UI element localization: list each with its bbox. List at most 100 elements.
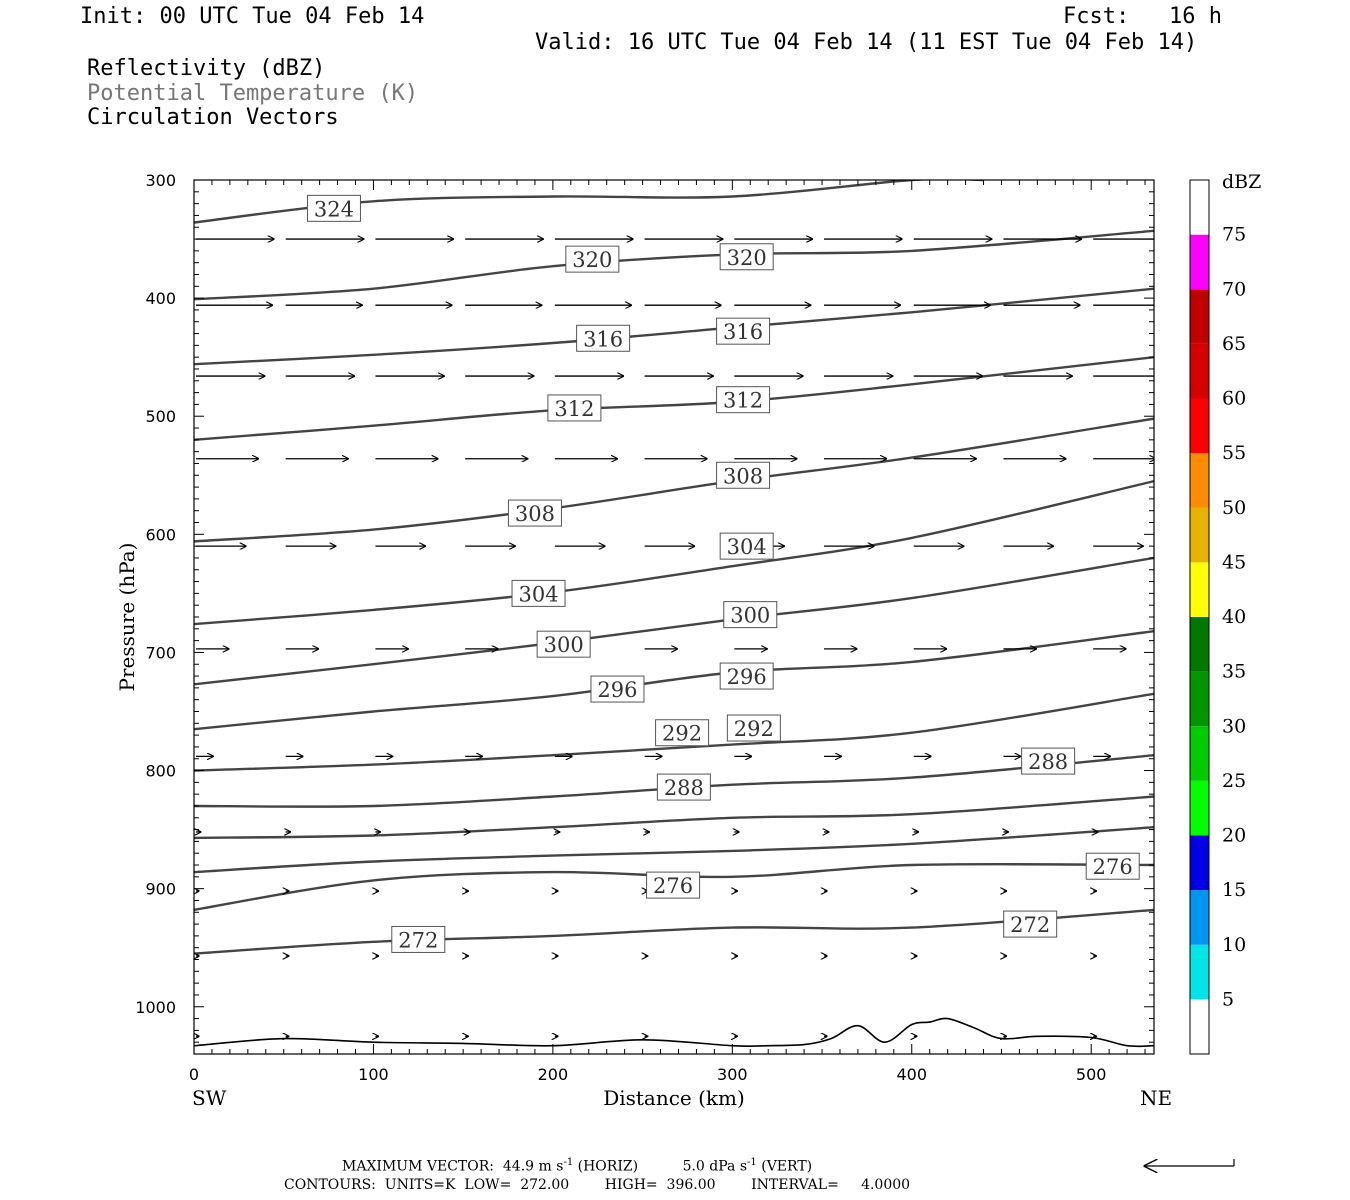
colorbar-label: 20 (1222, 825, 1246, 847)
y-tick-label: 500 (145, 407, 176, 426)
contour-label-box (391, 925, 446, 953)
contour-label-box (716, 461, 771, 489)
field-potential-temperature: Potential Temperature (K) (87, 81, 419, 106)
colorbar-bin (1190, 343, 1209, 399)
colorbar-bin (1190, 234, 1209, 290)
colorbar-label: 60 (1222, 388, 1246, 410)
contour-label-box (565, 245, 620, 273)
contour-label-box (656, 773, 711, 801)
contour-label-box (719, 243, 774, 271)
contour-label-box (511, 579, 566, 607)
theta-contour-292 (194, 692, 1154, 772)
x-end-label-left: SW (192, 1086, 227, 1110)
contour-label-276: 276 (1093, 855, 1133, 879)
colorbar-bin (1190, 180, 1209, 235)
colorbar-bin (1190, 617, 1209, 672)
contour-label-316: 316 (583, 327, 623, 351)
field-reflectivity: Reflectivity (dBZ) (87, 56, 326, 81)
contour-label-304: 304 (518, 582, 558, 606)
colorbar-label: 65 (1222, 333, 1246, 355)
y-tick-label: 1000 (135, 998, 176, 1017)
contour-label-296: 296 (727, 665, 767, 689)
colorbar-label: 30 (1222, 715, 1246, 737)
contour-label-box (1021, 747, 1076, 775)
contour-label-box (716, 317, 771, 345)
contour-label-box (507, 499, 562, 527)
theta-contour-280 (194, 826, 1154, 874)
contour-label-box (716, 386, 771, 414)
contour-label-320: 320 (572, 248, 612, 272)
horiz-vector-value: 44.9 m s (502, 1158, 564, 1175)
contour-label-box (576, 324, 631, 352)
theta-contour-288 (194, 754, 1154, 808)
colorbar-label: 50 (1222, 497, 1246, 519)
colorbar-title: dBZ (1222, 171, 1261, 193)
plot-area (194, 180, 1154, 1048)
theta-contour-284 (194, 795, 1154, 840)
colorbar-frame (1189, 179, 1210, 1055)
contour-label-276: 276 (653, 874, 693, 898)
y-tick-label: 900 (145, 880, 176, 899)
maximum-vector-info: MAXIMUM VECTOR: 44.9 m s-1 (HORIZ) 5.0 d… (342, 1157, 812, 1175)
colorbar-bin (1190, 835, 1209, 891)
colorbar-label: 70 (1222, 278, 1246, 300)
y-tick-label: 400 (145, 289, 176, 308)
theta-contour-312 (194, 356, 1154, 441)
contour-label-308: 308 (723, 464, 763, 488)
colorbar-bin (1190, 671, 1209, 727)
theta-contour-308 (194, 417, 1154, 543)
contour-label-box (723, 601, 778, 629)
contour-label-316: 316 (723, 320, 763, 344)
x-tick-label: 300 (717, 1065, 748, 1084)
contour-label-box (590, 675, 645, 703)
contour-label-308: 308 (515, 502, 555, 526)
y-axis-title: Pressure (hPa) (115, 543, 139, 692)
contour-label-box (719, 662, 774, 690)
max-vector-label: MAXIMUM VECTOR: (342, 1158, 494, 1175)
colorbar-bin (1190, 562, 1209, 617)
colorbar-label: 5 (1222, 988, 1234, 1010)
contour-label-288: 288 (664, 776, 704, 800)
colorbar-label: 40 (1222, 606, 1246, 628)
vert-label: (VERT) (761, 1158, 813, 1175)
valid-time: Valid: 16 UTC Tue 04 Feb 14 (11 EST Tue … (535, 30, 1198, 55)
x-tick-label: 0 (189, 1065, 199, 1084)
contour-label-272: 272 (398, 928, 438, 952)
forecast-hour: Fcst: 16 h (1063, 4, 1222, 29)
theta-contour-272 (194, 908, 1154, 955)
contour-label-288: 288 (1028, 750, 1068, 774)
colorbar-bin (1190, 890, 1209, 945)
contour-label-box (655, 719, 710, 747)
colorbar-bin (1190, 507, 1209, 563)
colorbar-label: 15 (1222, 879, 1246, 901)
theta-contour-320 (194, 229, 1154, 301)
vert-exponent: -1 (747, 1157, 757, 1168)
colorbar-bin (1190, 726, 1209, 781)
contour-label-box (536, 630, 591, 658)
contour-label-300: 300 (730, 604, 770, 628)
contour-label-292: 292 (734, 717, 774, 741)
contour-label-324: 324 (314, 197, 354, 221)
y-tick-label: 300 (145, 171, 176, 190)
colorbar-label: 25 (1222, 770, 1246, 792)
x-tick-label: 400 (896, 1065, 927, 1084)
vert-vector-value: 5.0 dPa s (682, 1158, 748, 1175)
colorbar-label: 55 (1222, 442, 1246, 464)
colorbar-label: 45 (1222, 551, 1246, 573)
contour-label-272: 272 (1010, 913, 1050, 937)
init-time: Init: 00 UTC Tue 04 Feb 14 (80, 4, 425, 29)
x-axis-title: Distance (km) (603, 1086, 745, 1110)
x-end-label-right: NE (1140, 1086, 1172, 1110)
y-tick-label: 600 (145, 525, 176, 544)
contour-label-box (306, 194, 361, 222)
x-tick-label: 200 (538, 1065, 569, 1084)
colorbar-bin (1190, 453, 1209, 508)
colorbar-label: 10 (1222, 934, 1246, 956)
terrain-line (194, 1017, 1154, 1048)
contours-info: CONTOURS: UNITS=K LOW= 272.00 HIGH= 396.… (284, 1177, 911, 1193)
colorbar-bin (1190, 999, 1209, 1054)
colorbar-label: 35 (1222, 661, 1246, 683)
contour-label-box (646, 871, 701, 899)
horiz-exponent: -1 (563, 1157, 574, 1168)
